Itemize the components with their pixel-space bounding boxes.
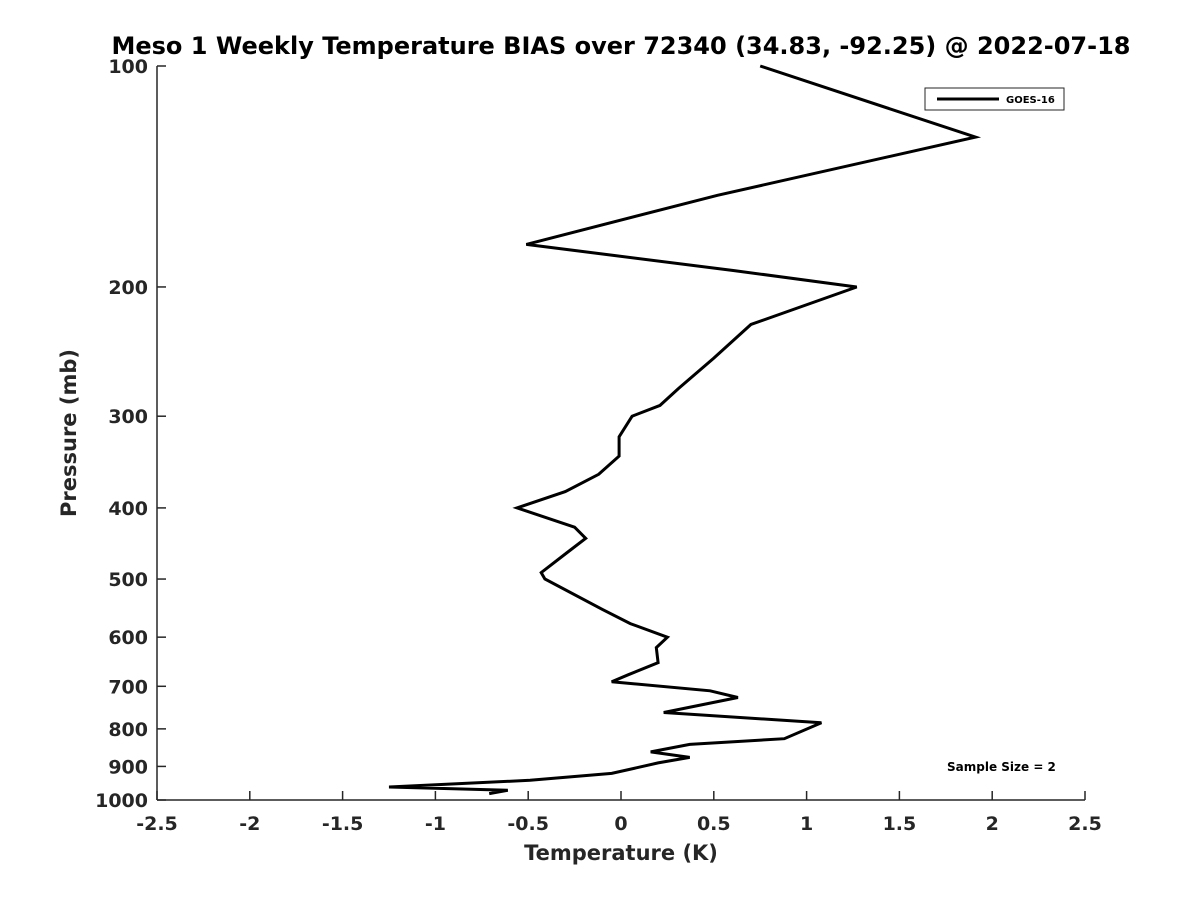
y-tick-label: 100 [108,56,148,78]
y-tick-label: 800 [108,719,148,741]
x-tick-label: 1.5 [883,813,917,835]
series-line-goes-16 [388,64,982,796]
series-layer [388,64,982,796]
y-tick-label: 600 [108,627,148,649]
legend: GOES-16 [924,87,1065,111]
x-tick-label: -2 [239,813,260,835]
y-tick-label: 1000 [95,790,148,812]
y-ticks: 100 200 300 400 500 600 700 800 900 1000 [95,56,166,812]
x-tick-label: 0 [614,813,627,835]
x-axis-label: Temperature (K) [524,841,718,865]
x-tick-label: 2.5 [1068,813,1102,835]
sample-size-annotation: Sample Size = 2 [947,760,1056,774]
x-tick-label: 2 [986,813,999,835]
chart-title: Meso 1 Weekly Temperature BIAS over 7234… [111,32,1130,60]
y-tick-label: 900 [108,756,148,778]
x-tick-label: -1.5 [322,813,364,835]
y-axis-label: Pressure (mb) [57,349,81,517]
y-tick-label: 500 [108,569,148,591]
x-tick-label: -1 [425,813,446,835]
x-ticks: -2.5 -2 -1.5 -1 -0.5 0 0.5 1 1.5 2 2.5 [136,791,1102,835]
y-tick-label: 300 [108,406,148,428]
y-tick-label: 700 [108,676,148,698]
legend-label: GOES-16 [1006,95,1055,106]
x-tick-label: -2.5 [136,813,178,835]
x-tick-label: -0.5 [507,813,549,835]
x-tick-label: 0.5 [697,813,731,835]
x-tick-label: 1 [800,813,813,835]
y-tick-label: 200 [108,277,148,299]
y-tick-label: 400 [108,498,148,520]
